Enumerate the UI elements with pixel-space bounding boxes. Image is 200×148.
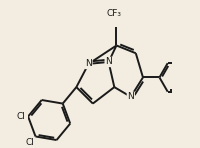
Text: N: N [85,59,92,68]
Text: N: N [105,57,112,66]
Text: N: N [127,92,134,101]
Text: Cl: Cl [25,138,34,147]
Text: CF₃: CF₃ [107,9,122,18]
Text: Cl: Cl [17,112,26,121]
